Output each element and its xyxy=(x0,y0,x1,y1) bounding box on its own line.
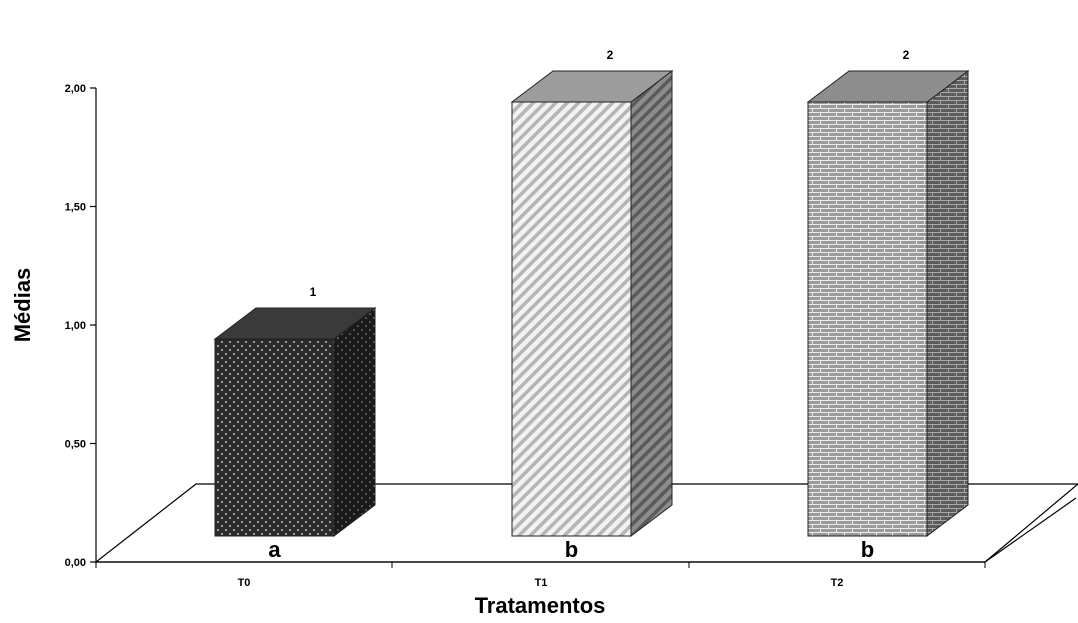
bar-side-t2 xyxy=(926,69,969,538)
group-letter-t2: b xyxy=(861,537,874,562)
bar-t2 xyxy=(807,101,928,537)
y-tick-label: 2,00 xyxy=(65,83,86,95)
bar-side-t1 xyxy=(630,69,673,538)
group-letter-t1: b xyxy=(565,537,578,562)
x-axis-title: Tratamentos xyxy=(475,593,606,618)
x-tick-label: T0 xyxy=(238,577,251,589)
floor-right-edge xyxy=(984,497,1077,563)
data-label-t1: 2 xyxy=(607,48,614,62)
x-tick-label: T2 xyxy=(831,577,844,589)
x-axis-ticks: T0 T1 T2 xyxy=(95,562,986,589)
bar-t1 xyxy=(511,101,632,537)
y-axis-title: Médias xyxy=(10,268,35,343)
data-label-t0: 1 xyxy=(310,285,317,299)
group-letter-t0: a xyxy=(268,537,281,562)
data-label-t2: 2 xyxy=(903,48,910,62)
bar-t0 xyxy=(214,338,335,537)
y-axis-ticks: 0,00 0,50 1,00 1,50 2,00 xyxy=(65,83,96,569)
y-tick-label: 1,50 xyxy=(65,202,86,214)
bars-group: 1 a 2 b 2 b xyxy=(213,48,970,562)
x-tick-label: T1 xyxy=(535,577,548,589)
y-tick-label: 0,00 xyxy=(65,557,86,569)
y-tick-label: 0,50 xyxy=(65,439,86,451)
y-tick-label: 1,00 xyxy=(65,320,86,332)
bar-side-t0 xyxy=(333,306,376,538)
